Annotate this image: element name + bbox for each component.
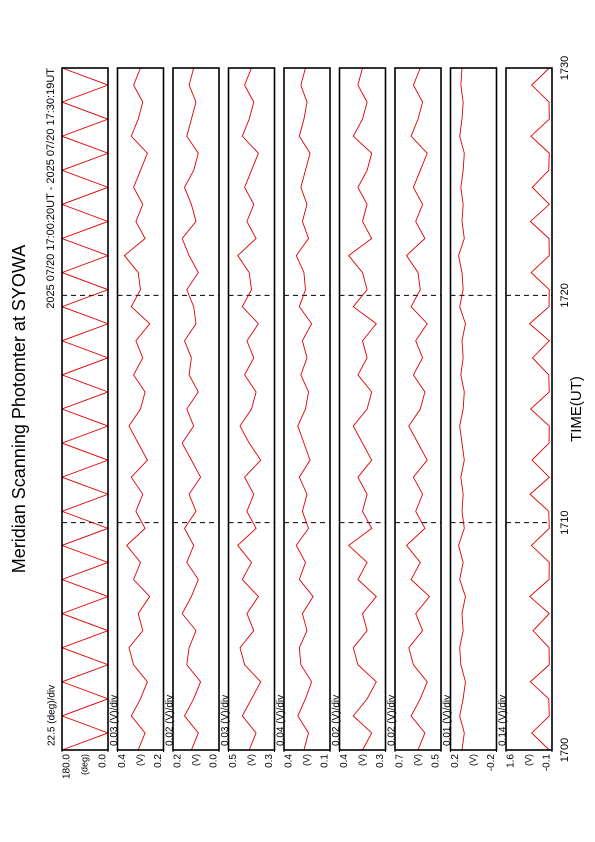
- panel-frame: [394, 67, 442, 751]
- scale-label: 0.03 (V)/div: [109, 695, 120, 746]
- y-tick-label: 180.0: [62, 754, 73, 779]
- scale-label: 0.14 (V)/div: [498, 695, 509, 746]
- y-tick-label: 0.2: [153, 754, 164, 768]
- panel-frame: [449, 67, 498, 751]
- y-tick-label: 0.5: [228, 754, 239, 768]
- scale-label: 0.02 (V)/div: [331, 695, 342, 746]
- data-line: [528, 67, 550, 751]
- rotated-plot: Meridian Scanning Photomter at SYOWA 202…: [9, 56, 585, 779]
- data-line: [60, 67, 110, 751]
- data-line: [295, 67, 314, 751]
- y-tick-label: 0.4: [117, 754, 128, 768]
- y-tick-label: -0.1: [542, 754, 553, 772]
- panel-frame: [116, 67, 165, 751]
- y-tick-label: 0.2: [173, 754, 184, 768]
- y-tick-label: 0.0: [98, 754, 109, 768]
- data-line: [347, 67, 377, 751]
- y-tick-label: 0.0: [209, 754, 220, 768]
- y-tick-label: 0.4: [339, 754, 350, 768]
- y-tick-label: 0.3: [264, 754, 275, 768]
- y-unit-label: (V): [190, 754, 200, 766]
- data-line: [181, 67, 202, 751]
- panel-frame: [283, 67, 331, 751]
- panel-frame: [61, 67, 109, 751]
- y-tick-label: 1.6: [506, 754, 517, 768]
- data-line: [123, 67, 151, 751]
- x-axis-label: TIME(UT): [568, 376, 585, 442]
- y-tick-label: 0.1: [320, 754, 331, 768]
- scale-label: 0.04 (V)/div: [276, 695, 287, 746]
- data-line: [458, 67, 466, 751]
- panel-frame: [505, 67, 553, 751]
- x-tick-label: 1710: [559, 510, 571, 534]
- y-unit-label: (V): [246, 754, 256, 766]
- chart-title: Meridian Scanning Photomter at SYOWA: [9, 245, 29, 573]
- panel-frame: [338, 67, 387, 751]
- scale-label: 0.03 (V)/div: [220, 695, 231, 746]
- panel-frame: [227, 67, 276, 751]
- data-line: [405, 67, 431, 751]
- scale-label: 22.5 (deg)/div: [47, 685, 58, 746]
- y-tick-label: -0.2: [486, 754, 497, 772]
- y-unit-label: (deg): [79, 754, 89, 775]
- x-tick-label: 1730: [559, 56, 571, 80]
- scale-label: 0.01 (V)/div: [442, 695, 453, 746]
- y-unit-label: (V): [468, 754, 478, 766]
- panel-frame: [172, 67, 220, 751]
- y-unit-label: (V): [357, 754, 367, 766]
- y-unit-label: (V): [301, 754, 311, 766]
- y-tick-label: 0.4: [284, 754, 295, 768]
- data-line: [237, 67, 262, 751]
- y-unit-label: (V): [412, 754, 422, 766]
- y-tick-label: 0.2: [450, 754, 461, 768]
- x-tick-label: 1720: [559, 283, 571, 307]
- y-tick-label: 0.7: [395, 754, 406, 768]
- chart-subtitle: 2025 07/20 17:00:20UT - 2025 07/20 17:30…: [45, 68, 57, 309]
- x-tick-label: 1700: [559, 738, 571, 762]
- scale-label: 0.02 (V)/div: [387, 695, 398, 746]
- y-unit-label: (V): [523, 754, 533, 766]
- y-tick-label: 0.5: [431, 754, 442, 768]
- y-tick-label: 0.3: [375, 754, 386, 768]
- y-unit-label: (V): [135, 754, 145, 766]
- scale-label: 0.02 (V)/div: [165, 695, 176, 746]
